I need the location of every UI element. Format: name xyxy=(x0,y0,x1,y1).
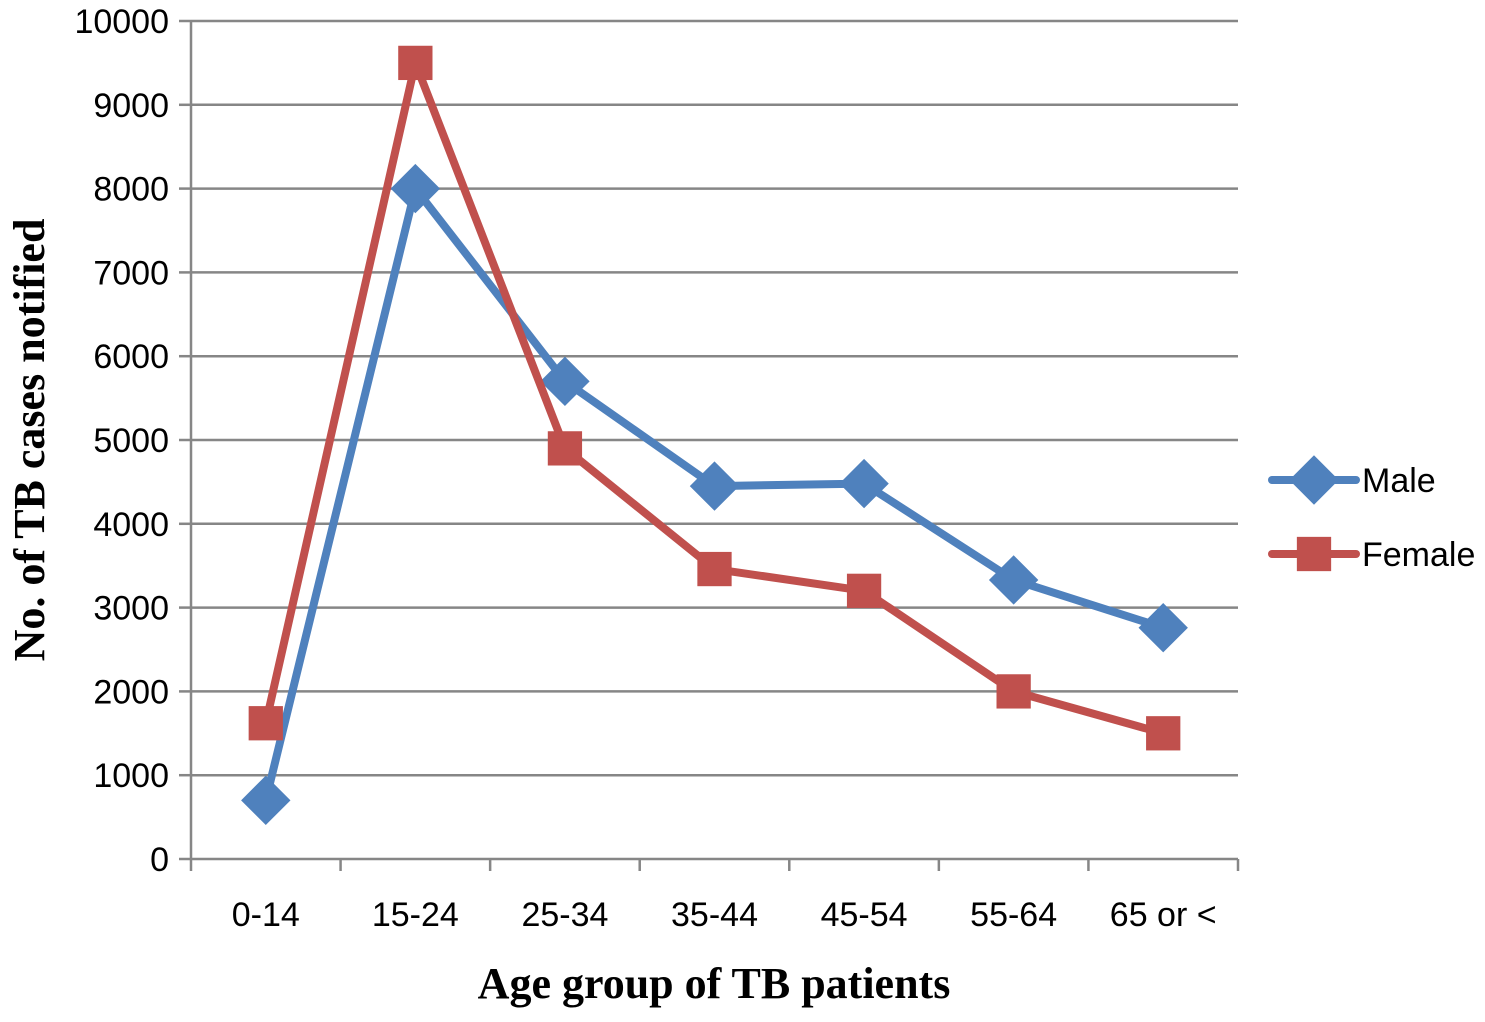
series-female xyxy=(248,45,1181,751)
legend-item-male: Male xyxy=(1268,455,1436,505)
legend-marker xyxy=(1296,536,1332,572)
legend-label: Male xyxy=(1362,462,1436,500)
gridlines xyxy=(191,19,1238,777)
data-point-male xyxy=(241,775,291,826)
x-tick-label: 45-54 xyxy=(821,896,908,934)
data-point-female xyxy=(697,551,732,587)
data-point-male xyxy=(540,356,590,407)
y-tick-label: 1000 xyxy=(93,757,169,795)
x-axis-title: Age group of TB patients xyxy=(478,959,951,1008)
x-tick-label: 55-64 xyxy=(970,896,1057,934)
x-tick-label: 65 or < xyxy=(1110,896,1217,934)
data-point-male xyxy=(689,461,740,511)
data-point-female xyxy=(547,431,583,466)
x-tick-label: 35-44 xyxy=(671,896,758,934)
legend-label: Female xyxy=(1362,536,1475,574)
x-tick-labels: 0-14 15-24 25-34 35-44 45-54 55-64 65 or < xyxy=(232,896,1217,934)
x-tick-label: 0-14 xyxy=(232,896,300,934)
legend: Male Female xyxy=(1268,455,1475,574)
series-line-female xyxy=(261,58,1168,738)
data-point-female xyxy=(996,674,1031,709)
data-point-male xyxy=(1138,603,1188,653)
series-lines xyxy=(241,45,1188,826)
data-point-male xyxy=(839,458,889,509)
y-tick-label: 4000 xyxy=(93,506,169,544)
y-tick-label: 5000 xyxy=(93,422,169,460)
y-tick-label: 2000 xyxy=(93,673,169,711)
axes xyxy=(179,19,1240,871)
data-point-male xyxy=(988,555,1039,605)
legend-marker xyxy=(1289,455,1339,505)
x-tick-label: 15-24 xyxy=(372,896,459,934)
y-tick-label: 0 xyxy=(150,841,169,879)
data-point-female xyxy=(846,573,882,608)
y-axis-title: No. of TB cases notified xyxy=(5,219,54,662)
y-tick-label: 9000 xyxy=(93,87,169,125)
series-male xyxy=(241,163,1188,826)
x-tick-label: 25-34 xyxy=(521,896,608,934)
y-tick-label: 6000 xyxy=(93,338,169,376)
data-point-male xyxy=(390,163,441,214)
y-tick-label: 8000 xyxy=(93,171,169,209)
y-tick-labels: 0 1000 2000 3000 4000 5000 6000 7000 8000 9000 100… xyxy=(74,3,169,879)
data-point-female xyxy=(398,45,433,81)
y-tick-label: 3000 xyxy=(93,590,169,628)
y-tick-label: 10000 xyxy=(74,3,169,41)
y-tick-label: 7000 xyxy=(93,254,169,292)
data-point-female xyxy=(1146,716,1181,751)
data-point-female xyxy=(248,706,283,741)
legend-item-female: Female xyxy=(1268,536,1475,574)
